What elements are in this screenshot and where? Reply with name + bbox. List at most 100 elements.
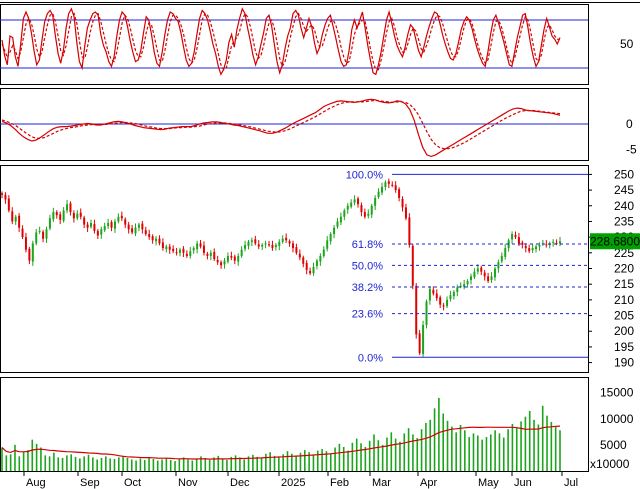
fibonacci-levels: 100.0% 61.8% 50.0% 38.2% 23.6% 0.0% — [346, 169, 588, 364]
candle-body — [100, 229, 103, 235]
candle-body — [257, 244, 260, 247]
candle-body — [226, 255, 229, 262]
volume-frame — [0, 377, 589, 472]
candle-body — [137, 224, 140, 228]
candle-body — [213, 251, 216, 260]
candle-body — [79, 212, 82, 217]
candle-body — [281, 238, 284, 242]
candle-body — [11, 211, 14, 222]
candle-body — [274, 244, 277, 248]
candle-body — [117, 216, 120, 222]
candle-body — [493, 268, 496, 278]
candle-body — [442, 305, 445, 307]
candle-body — [271, 244, 274, 249]
candle-body — [435, 293, 438, 299]
candle-body — [415, 285, 418, 335]
candle-body — [148, 234, 151, 238]
candle-body — [55, 212, 58, 216]
candle-body — [1, 193, 3, 195]
candle-body — [45, 229, 48, 239]
candle-body — [220, 262, 223, 266]
candle-body — [264, 243, 267, 245]
candle-body — [24, 237, 27, 250]
candle-body — [4, 194, 7, 200]
candle-body — [370, 205, 373, 215]
candle-body — [155, 238, 158, 242]
candle-body — [517, 237, 520, 244]
candle-body — [168, 246, 171, 250]
macd-signal-line — [1, 99, 561, 150]
price-tick-label: 245 — [614, 183, 634, 197]
candle-body — [339, 216, 342, 223]
candle-body — [305, 262, 308, 271]
candle-body — [131, 228, 134, 233]
candle-body — [531, 248, 534, 251]
candle-body — [559, 241, 561, 244]
candle-body — [357, 198, 360, 205]
candle-body — [487, 276, 490, 282]
candle-body — [428, 288, 431, 301]
candle-body — [500, 255, 503, 262]
candle-body — [110, 222, 113, 228]
candle-body — [380, 186, 383, 193]
macd-tick-label: 0 — [626, 117, 633, 131]
month-label: Aug — [26, 477, 46, 489]
candle-body — [35, 232, 38, 244]
candle-body — [302, 257, 305, 264]
candle-body — [291, 243, 294, 249]
price-tick-label: 225 — [614, 246, 634, 260]
candle-body — [103, 226, 106, 231]
candle-body — [473, 271, 476, 278]
candle-body — [425, 301, 428, 325]
candle-body — [552, 241, 555, 243]
volume-multiplier-label: x10000 — [590, 457, 630, 471]
candle-body — [66, 204, 69, 211]
candle-body — [449, 295, 452, 299]
candle-body — [511, 234, 514, 240]
fib-label: 38.2% — [352, 282, 383, 294]
candle-body — [244, 244, 247, 249]
volume-ma-line — [1, 425, 561, 460]
price-tick-label: 200 — [614, 324, 634, 338]
candle-body — [360, 205, 363, 213]
candle-body — [268, 244, 271, 246]
candle-body — [555, 242, 558, 244]
candle-body — [113, 221, 116, 229]
price-tick-label: 205 — [614, 309, 634, 323]
candle-body — [524, 245, 527, 249]
candle-body — [42, 231, 45, 239]
candle-body — [353, 199, 356, 203]
price-tick-label: 235 — [614, 214, 634, 228]
candle-body — [261, 244, 264, 247]
candle-body — [196, 243, 199, 250]
candle-body — [322, 249, 325, 256]
month-label: Oct — [124, 477, 141, 489]
candle-body — [120, 215, 123, 219]
candle-body — [363, 212, 366, 217]
candle-body — [62, 210, 65, 221]
month-label: 2025 — [281, 477, 305, 489]
candle-body — [391, 184, 394, 186]
month-label: Dec — [230, 477, 250, 489]
candle-body — [96, 230, 99, 236]
candle-body — [404, 207, 407, 219]
candle-body — [72, 212, 75, 219]
candle-body — [93, 223, 96, 231]
volume-tick-label: 5000 — [600, 438, 627, 452]
candle-body — [367, 213, 370, 216]
candle-body — [83, 217, 86, 225]
candle-body — [18, 215, 21, 228]
candle-body — [336, 221, 339, 227]
candle-body — [28, 248, 31, 261]
month-label: Feb — [330, 477, 349, 489]
candle-body — [31, 243, 34, 262]
candle-body — [230, 255, 233, 258]
macd-tick-label: -5 — [626, 143, 637, 157]
candle-body — [90, 223, 93, 227]
price-tick-label: 220 — [614, 262, 634, 276]
candle-body — [309, 271, 312, 274]
candle-body — [209, 252, 212, 256]
candle-body — [76, 213, 79, 219]
